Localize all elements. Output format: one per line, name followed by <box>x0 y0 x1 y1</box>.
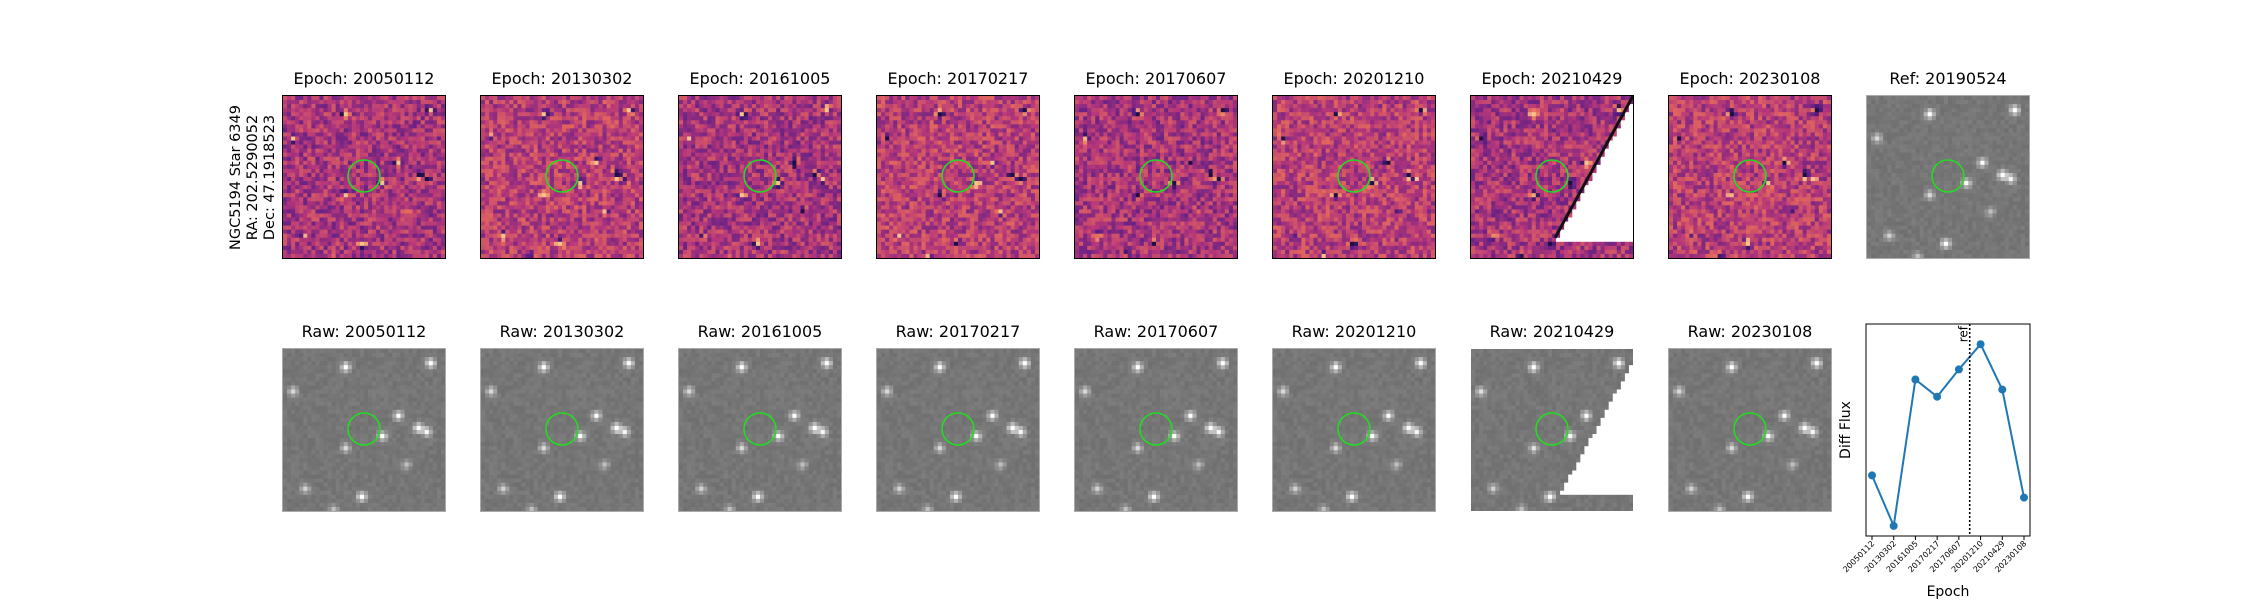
ref-epoch-label: ref <box>1957 325 1971 342</box>
raw-title-6: Raw: 20210429 <box>1470 322 1634 341</box>
aperture-circle <box>1931 159 1965 193</box>
x-axis-label: Epoch <box>1927 584 1970 600</box>
raw-image-4 <box>1074 348 1238 512</box>
raw-title-4: Raw: 20170607 <box>1074 322 1238 341</box>
aperture-circle <box>941 412 975 446</box>
diff-image-5 <box>1272 95 1436 259</box>
raw-title-7: Raw: 20230108 <box>1668 322 1832 341</box>
raw-title-0: Raw: 20050112 <box>282 322 446 341</box>
target-ra: RA: 202.5290052 <box>245 105 262 250</box>
aperture-circle <box>545 159 579 193</box>
aperture-circle <box>743 412 777 446</box>
diff-image-7 <box>1668 95 1832 259</box>
diff-title-3: Epoch: 20170217 <box>876 69 1040 88</box>
raw-image-0 <box>282 348 446 512</box>
raw-title-1: Raw: 20130302 <box>480 322 644 341</box>
aperture-circle <box>941 159 975 193</box>
aperture-circle <box>1535 412 1569 446</box>
data-point-20050112 <box>1868 471 1876 480</box>
y-axis-label: Diff Flux <box>1838 401 1854 459</box>
plot-frame <box>1865 323 2031 537</box>
diff-image-3 <box>876 95 1040 259</box>
ref-image <box>1866 95 2030 259</box>
raw-title-2: Raw: 20161005 <box>678 322 842 341</box>
data-point-20170607 <box>1954 365 1963 374</box>
raw-image-6 <box>1470 348 1634 512</box>
diff-title-1: Epoch: 20130302 <box>480 69 644 88</box>
data-point-20230108 <box>2020 493 2028 502</box>
data-point-20170217 <box>1933 392 1942 401</box>
light-curve-chart: 2005011220130302201610052017021720170607… <box>1838 323 2031 600</box>
diff-image-4 <box>1074 95 1238 259</box>
data-point-20130302 <box>1889 521 1898 530</box>
data-point-20161005 <box>1911 375 1920 384</box>
target-name: NGC5194 Star 6349 <box>228 105 245 250</box>
diff-image-2 <box>678 95 842 259</box>
raw-image-2 <box>678 348 842 512</box>
ref-title: Ref: 20190524 <box>1866 69 2030 88</box>
diff-image-6 <box>1470 95 1634 259</box>
data-point-20201210 <box>1976 340 1985 349</box>
aperture-circle <box>1535 159 1569 193</box>
aperture-circle <box>743 159 777 193</box>
data-point-20210429 <box>1998 385 2007 394</box>
diff-title-6: Epoch: 20210429 <box>1470 69 1634 88</box>
aperture-circle <box>347 412 381 446</box>
aperture-circle <box>1337 412 1371 446</box>
aperture-circle <box>1139 412 1173 446</box>
raw-image-1 <box>480 348 644 512</box>
raw-title-3: Raw: 20170217 <box>876 322 1040 341</box>
diff-image-1 <box>480 95 644 259</box>
aperture-circle <box>1733 159 1767 193</box>
raw-title-5: Raw: 20201210 <box>1272 322 1436 341</box>
aperture-circle <box>347 159 381 193</box>
diff-title-7: Epoch: 20230108 <box>1668 69 1832 88</box>
raw-image-5 <box>1272 348 1436 512</box>
aperture-circle <box>1139 159 1173 193</box>
raw-image-7 <box>1668 348 1832 512</box>
diff-title-0: Epoch: 20050112 <box>282 69 446 88</box>
aperture-circle <box>1337 159 1371 193</box>
diff-title-5: Epoch: 20201210 <box>1272 69 1436 88</box>
aperture-circle <box>1733 412 1767 446</box>
target-info-label: NGC5194 Star 6349 RA: 202.5290052 Dec: 4… <box>228 105 279 250</box>
target-dec: Dec: 47.1918523 <box>262 105 279 250</box>
diff-title-4: Epoch: 20170607 <box>1074 69 1238 88</box>
diff-title-2: Epoch: 20161005 <box>678 69 842 88</box>
raw-image-3 <box>876 348 1040 512</box>
diff-image-0 <box>282 95 446 259</box>
series-line <box>1871 342 2025 530</box>
aperture-circle <box>545 412 579 446</box>
mask-edge <box>1553 96 1633 239</box>
